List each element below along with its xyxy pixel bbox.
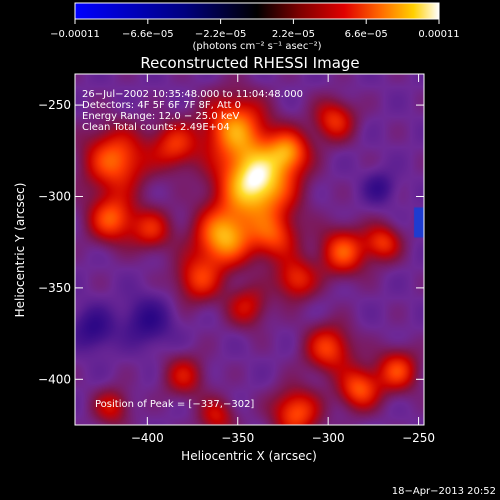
y-tick-label: −250 <box>38 98 71 112</box>
annotation-total-counts: Clean Total counts: 2.49E+04 <box>82 122 230 133</box>
x-tick-label: −350 <box>221 431 254 445</box>
colorbar: −0.00011 −6.6e−05 −2.2e−05 2.2e−05 6.6e−05 0.… <box>50 2 460 52</box>
annotation-detectors: Detectors: 4F 5F 6F 7F 8F, Att 0 <box>82 100 241 111</box>
colorbar-tick-label: 0.00011 <box>418 29 459 40</box>
colorbar-unit-label: (photons cm⁻² s⁻¹ asec⁻²) <box>192 41 321 52</box>
x-tick-label: −400 <box>131 431 164 445</box>
footer-timestamp: 18−Apr−2013 20:52 <box>392 486 496 497</box>
y-tick-label: −300 <box>38 189 71 203</box>
colorbar-tick-label: −2.2e−05 <box>195 29 247 40</box>
colorbar-tick-label: 6.6e−05 <box>345 29 388 40</box>
chart-title: Reconstructed RHESSI Image <box>140 54 359 72</box>
x-tick-label: −300 <box>312 431 345 445</box>
colorbar-gradient <box>74 2 440 20</box>
colorbar-tick-label: −0.00011 <box>50 29 100 40</box>
y-tick-label: −400 <box>38 372 71 386</box>
colorbar-tick-label: 2.2e−05 <box>272 29 315 40</box>
annotation-energy-range: Energy Range: 12.0 − 25.0 keV <box>82 111 239 122</box>
x-tick-label: −250 <box>402 431 435 445</box>
x-axis: −400 −350 −300 −250 <box>131 74 435 445</box>
y-axis: −250 −300 −350 −400 <box>38 98 424 386</box>
annotation-date-range: 26−Jul−2002 10:35:48.000 to 11:04:48.000 <box>82 89 303 100</box>
plot-frame <box>74 73 425 426</box>
colorbar-ticks: −0.00011 −6.6e−05 −2.2e−05 2.2e−05 6.6e−05 0.… <box>50 19 460 40</box>
heatmap-image <box>75 74 424 425</box>
y-axis-label: Heliocentric Y (arcsec) <box>13 183 27 318</box>
info-annotations: 26−Jul−2002 10:35:48.000 to 11:04:48.000… <box>82 89 303 133</box>
peak-position-label: Position of Peak = [−337,−302] <box>95 399 254 410</box>
x-axis-label: Heliocentric X (arcsec) <box>181 449 317 463</box>
y-tick-label: −350 <box>38 281 71 295</box>
colorbar-tick-label: −6.6e−05 <box>122 29 174 40</box>
